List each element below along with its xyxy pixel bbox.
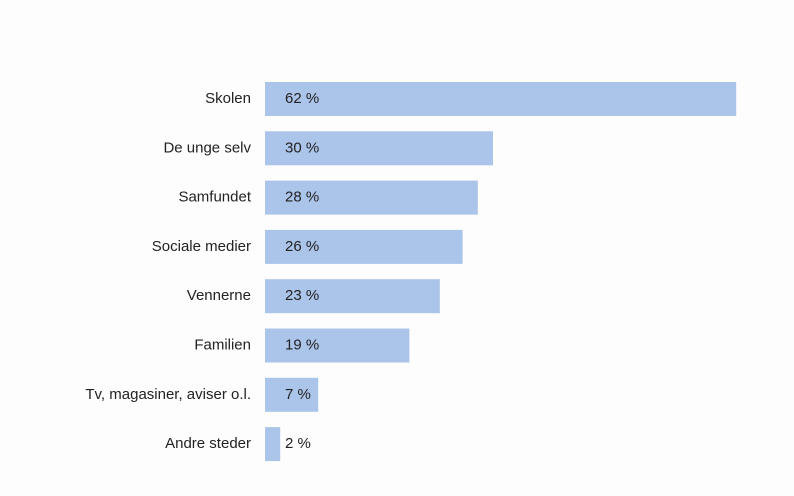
value-label: 62 % xyxy=(285,90,319,107)
category-label: Samfundet xyxy=(178,189,251,206)
category-label: Vennerne xyxy=(187,287,251,304)
value-label: 30 % xyxy=(285,139,319,156)
category-label: Skolen xyxy=(205,90,251,107)
category-label: De unge selv xyxy=(163,139,251,156)
category-label: Tv, magasiner, aviser o.l. xyxy=(85,386,251,403)
value-label: 23 % xyxy=(285,287,319,304)
value-label: 2 % xyxy=(285,435,311,452)
bar xyxy=(265,82,737,116)
bar xyxy=(265,279,440,314)
bar xyxy=(265,229,463,264)
category-label: Familien xyxy=(194,336,251,353)
bar xyxy=(265,131,493,166)
bar xyxy=(265,427,281,462)
bar xyxy=(265,377,319,412)
value-label: 19 % xyxy=(285,336,319,353)
bar xyxy=(265,180,478,215)
value-label: 28 % xyxy=(285,189,319,206)
bar xyxy=(265,328,410,363)
value-label: 26 % xyxy=(285,238,319,255)
category-label: Sociale medier xyxy=(152,238,251,255)
category-label: Andre steder xyxy=(165,435,251,452)
value-label: 7 % xyxy=(285,386,311,403)
